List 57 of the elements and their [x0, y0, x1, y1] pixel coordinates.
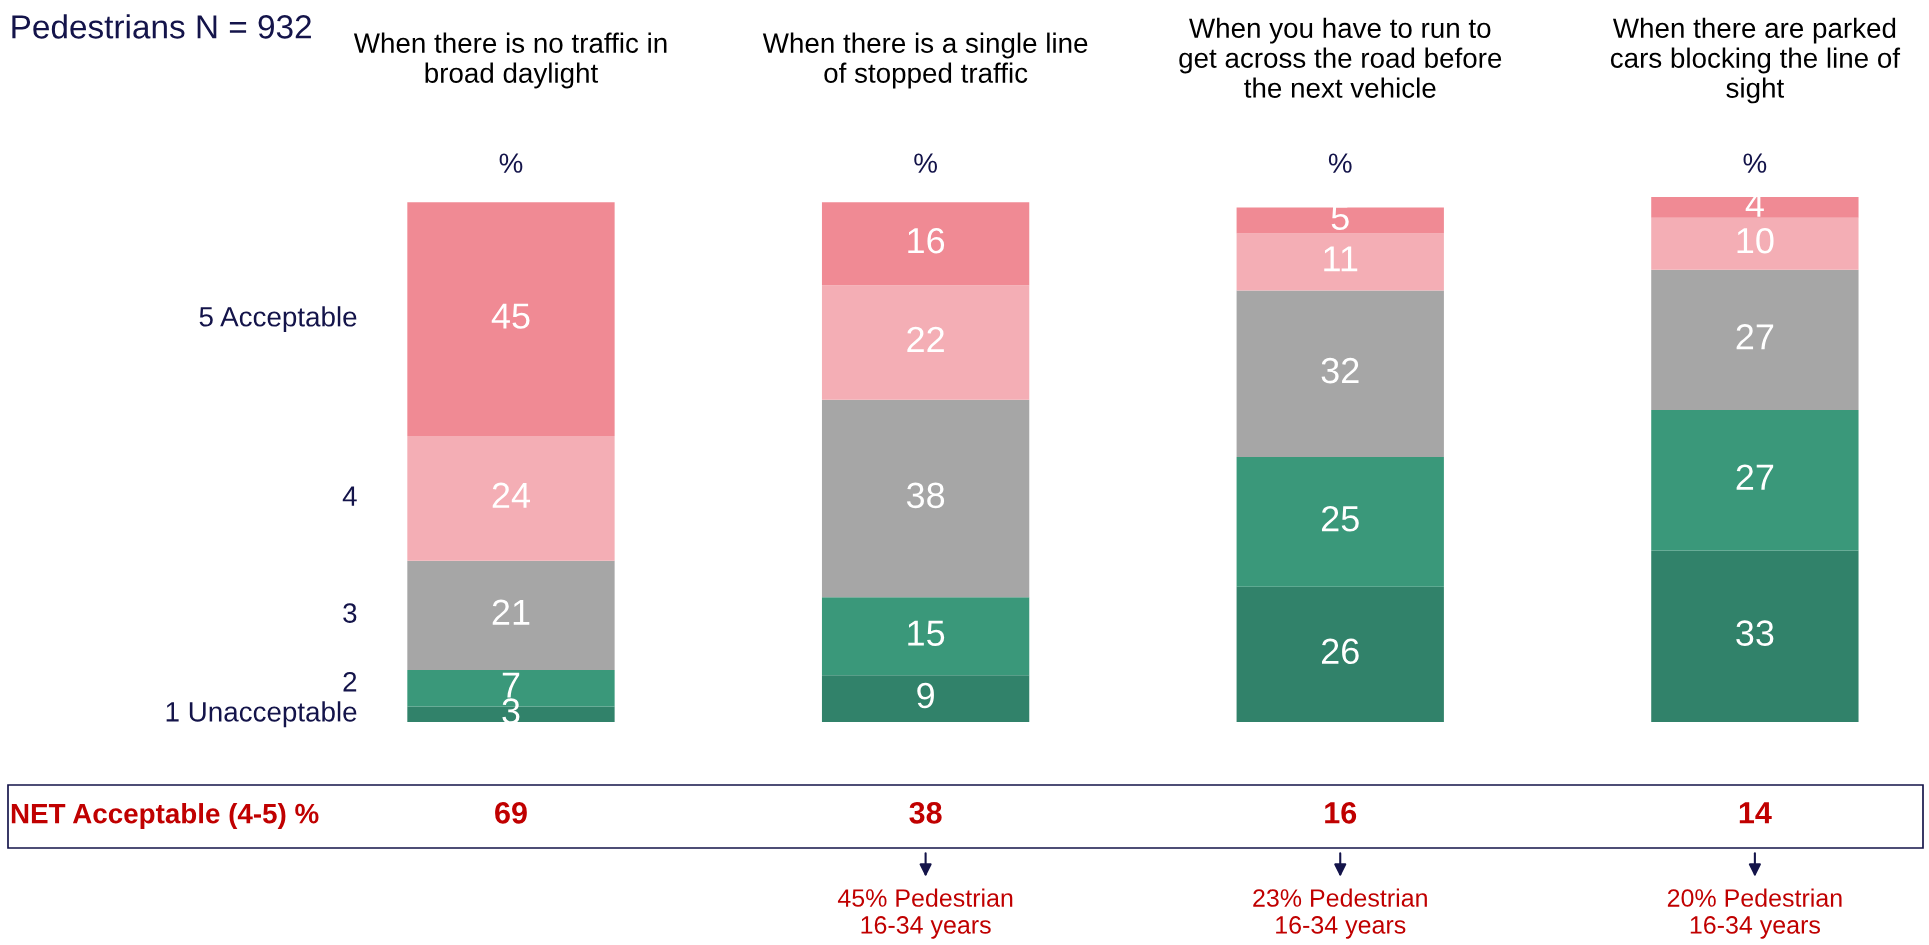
- data-label: 11: [1324, 246, 1358, 272]
- bar: [407, 560, 615, 671]
- chart-title: Pedestrians N = 932: [12, 14, 311, 39]
- x-tick-label: When there is a single line of stopped traffic: [762, 32, 1088, 89]
- bar: [1236, 456, 1444, 587]
- text: %: [1743, 153, 1767, 173]
- data-label: 9: [917, 682, 934, 709]
- data-label: 21: [492, 599, 530, 625]
- bar: [821, 285, 1030, 400]
- bar: [1236, 586, 1444, 722]
- bar: [407, 202, 615, 437]
- text: 45% Pedestrian 16-34 years: [837, 888, 1013, 939]
- data-label: 25: [1321, 506, 1359, 532]
- text: 23% Pedestrian 16-34 years: [1253, 888, 1427, 939]
- series-label: 3: [343, 603, 357, 623]
- data-label: 7: [502, 672, 520, 698]
- bar: [821, 675, 1030, 722]
- series-label: 5 Acceptable: [199, 306, 357, 333]
- bar: [821, 399, 1030, 598]
- x-tick-label: When there are parked cars blocking the line of sight: [1610, 17, 1901, 104]
- x-tick-label: When there is no traffic in broad daylight: [353, 32, 667, 89]
- bar: [1651, 269, 1859, 411]
- bar: [1651, 410, 1859, 551]
- bar: [1651, 197, 1859, 218]
- data-label: 27: [1736, 324, 1774, 350]
- y-axis-title: %: [499, 153, 523, 173]
- text: NET Acceptable (4-5) %: [11, 803, 319, 829]
- x-tick-label: When you have to run to get across the road before the next vehicle: [1179, 17, 1502, 98]
- bar: [407, 436, 615, 561]
- text: 16: [1325, 802, 1357, 824]
- text: %: [914, 153, 937, 173]
- data-label: 38: [906, 482, 945, 509]
- bar: [821, 597, 1030, 676]
- text: 14: [1739, 802, 1772, 824]
- series-label: 4: [342, 486, 357, 506]
- data-label: 15: [908, 620, 945, 646]
- data-label: 27: [1736, 464, 1774, 490]
- data-label: 32: [1321, 357, 1359, 384]
- text: 69: [495, 802, 527, 824]
- series-label: 2: [343, 671, 357, 692]
- text: 38: [909, 802, 942, 824]
- data-label: 16: [908, 227, 945, 254]
- series-label: 1 Unacceptable: [166, 701, 357, 728]
- bar: [1236, 233, 1444, 291]
- bar: [1236, 290, 1444, 457]
- data-label: 24: [492, 482, 530, 508]
- bar: [821, 202, 1030, 286]
- bar: [1651, 550, 1859, 722]
- data-label: 26: [1321, 638, 1359, 665]
- text: 20% Pedestrian 16-34 years: [1667, 888, 1842, 939]
- bar: [1651, 217, 1859, 270]
- data-label: 33: [1736, 620, 1774, 646]
- text: %: [1328, 153, 1352, 173]
- data-label: 45: [491, 303, 530, 329]
- data-label: 10: [1737, 227, 1774, 254]
- bar: [1236, 207, 1444, 234]
- data-label: 22: [907, 326, 944, 352]
